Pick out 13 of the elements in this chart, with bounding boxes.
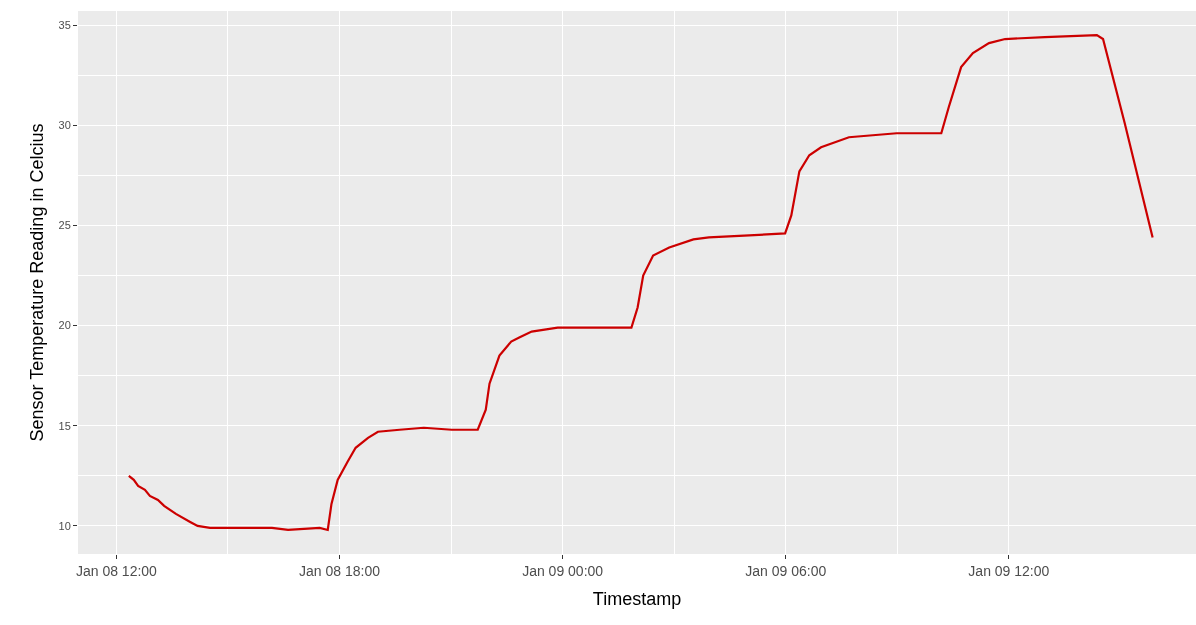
y-tick-label: 25 (58, 219, 71, 232)
x-tick-label: Jan 08 18:00 (299, 562, 381, 579)
y-tick-label: 30 (58, 119, 71, 132)
y-axis-title: Sensor Temperature Reading in Celcius (26, 123, 47, 442)
x-tick-label: Jan 08 12:00 (75, 562, 158, 579)
x-tick-label: Jan 09 00:00 (522, 562, 604, 579)
y-tick-label: 20 (58, 319, 71, 332)
y-tick-label: 15 (58, 419, 71, 432)
x-axis-title: Timestamp (592, 588, 682, 609)
y-tick-label: 35 (58, 18, 71, 31)
x-tick-label: Jan 09 06:00 (745, 562, 827, 579)
y-tick-label: 10 (58, 519, 71, 532)
x-tick-label: Jan 09 12:00 (968, 562, 1050, 579)
